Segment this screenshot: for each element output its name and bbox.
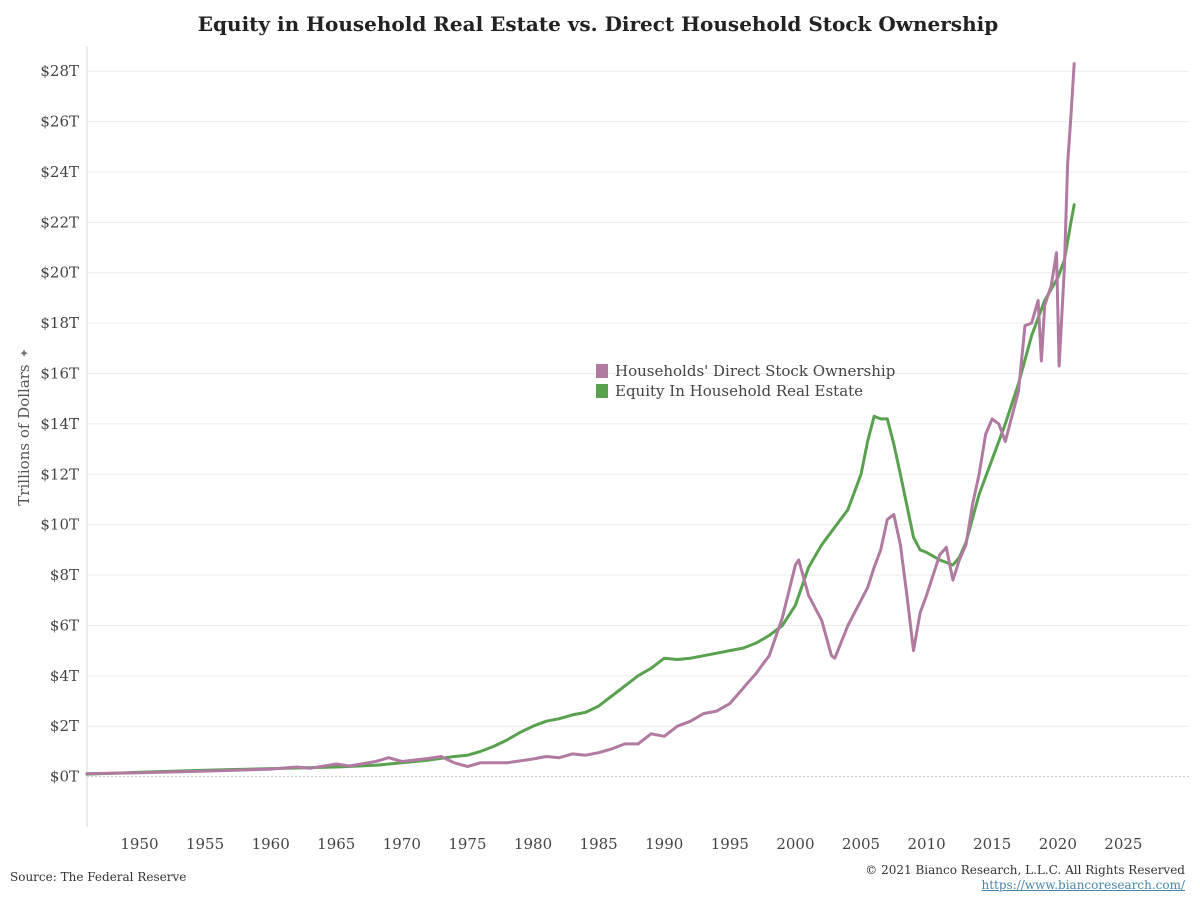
x-tick-label: 1990 <box>645 835 683 853</box>
x-tick-label: 2025 <box>1104 835 1142 853</box>
x-tick-label: 2005 <box>842 835 880 853</box>
x-tick-label: 1965 <box>317 835 355 853</box>
series-layer <box>85 62 1076 776</box>
x-tick-label: 2010 <box>908 835 946 853</box>
y-tick-label: $0T <box>50 768 79 786</box>
y-tick-label: $12T <box>40 465 79 483</box>
y-tick-label: $2T <box>50 717 79 735</box>
y-axis-title: Trillions of Dollars ✦ <box>15 346 33 506</box>
x-tick-label: 1955 <box>186 835 224 853</box>
y-tick-label: $6T <box>50 616 79 634</box>
x-tick-label: 1970 <box>383 835 421 853</box>
legend-item-stock[interactable]: Households' Direct Stock Ownership <box>596 361 895 381</box>
chart-title: Equity in Household Real Estate vs. Dire… <box>197 12 999 36</box>
grid-layer <box>87 70 1189 778</box>
copyright-block: © 2021 Bianco Research, L.L.C. All Right… <box>865 863 1185 893</box>
y-tick-label: $8T <box>50 566 79 584</box>
x-tick-label: 2015 <box>973 835 1011 853</box>
series-line-real-estate-equity[interactable] <box>85 203 1076 776</box>
y-tick-label: $22T <box>40 213 79 231</box>
pin-icon[interactable]: ✦ <box>18 346 30 361</box>
legend-item-real-estate[interactable]: Equity In Household Real Estate <box>596 381 895 401</box>
website-link[interactable]: https://www.biancoresearch.com/ <box>981 878 1185 892</box>
y-tick-label: $28T <box>40 62 79 80</box>
legend-swatch-stock <box>596 364 608 378</box>
y-axis-title-text: Trillions of Dollars <box>15 364 33 506</box>
x-tick-label: 2020 <box>1039 835 1077 853</box>
y-tick-label: $24T <box>40 163 79 181</box>
x-tick-label: 1960 <box>252 835 290 853</box>
legend-label-real-estate: Equity In Household Real Estate <box>615 382 864 400</box>
legend: Households' Direct Stock Ownership Equit… <box>596 361 895 401</box>
y-tick-label: $26T <box>40 113 79 131</box>
x-tick-label: 2000 <box>776 835 814 853</box>
y-tick-label: $16T <box>40 365 79 383</box>
y-tick-label: $14T <box>40 415 79 433</box>
y-tick-label: $18T <box>40 314 79 332</box>
x-tick-label: 1995 <box>711 835 749 853</box>
series-line-stock-ownership[interactable] <box>85 62 1076 776</box>
x-tick-label: 1975 <box>448 835 486 853</box>
copyright-text: © 2021 Bianco Research, L.L.C. All Right… <box>865 863 1185 877</box>
legend-swatch-real-estate <box>596 384 608 398</box>
y-tick-label: $20T <box>40 264 79 282</box>
axis-layer: $0T $2T $4T $6T $8T $10T $12T $14T $16T $18T $20T $… <box>40 46 1142 853</box>
x-tick-label: 1950 <box>120 835 158 853</box>
y-tick-label: $4T <box>50 667 79 685</box>
x-tick-label: 1980 <box>514 835 552 853</box>
x-tick-label: 1985 <box>580 835 618 853</box>
source-note: Source: The Federal Reserve <box>10 870 187 884</box>
legend-label-stock: Households' Direct Stock Ownership <box>615 362 896 380</box>
y-tick-label: $10T <box>40 516 79 534</box>
